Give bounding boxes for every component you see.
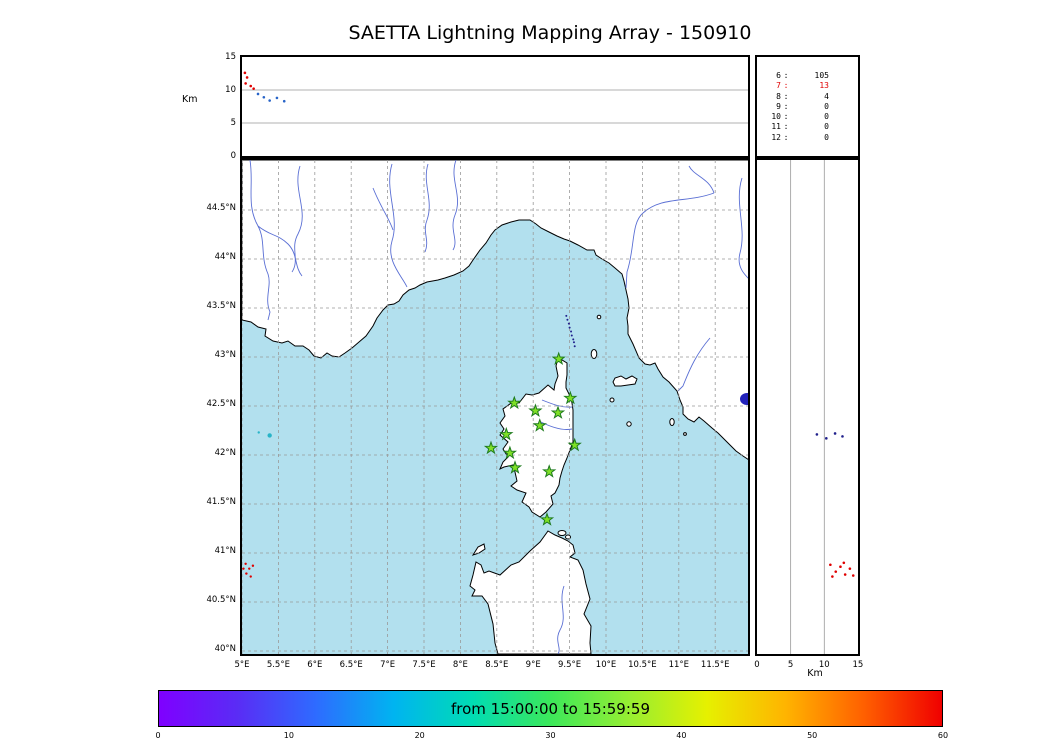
colorbar-label: from 15:00:00 to 15:59:59 xyxy=(450,699,650,718)
altitude-vs-longitude-panel xyxy=(240,55,750,158)
colorbar-tick-50: 50 xyxy=(807,731,818,740)
plot-title: SAETTA Lightning Mapping Array - 150910 xyxy=(348,22,752,44)
station-count-row-10: 10:0 xyxy=(771,112,829,122)
lon-tick-8°E: 8°E xyxy=(452,660,468,670)
lat-tick-42.5°N: 42.5°N xyxy=(206,398,236,409)
lightning-source-points xyxy=(242,314,576,578)
time-colorbar: from 15:00:00 to 15:59:59 xyxy=(158,690,943,727)
right-axis-unit-label: Km xyxy=(807,668,823,679)
altitude-panel-canvas xyxy=(242,71,748,124)
lon-tick-5°E: 5°E xyxy=(234,660,250,670)
lma-station-markers xyxy=(483,351,582,526)
land-masses xyxy=(242,160,748,654)
lon-tick-9.5°E: 9.5°E xyxy=(558,660,582,670)
right-xtick-5: 5 xyxy=(787,660,794,670)
lon-tick-10.5°E: 10.5°E xyxy=(628,660,657,670)
lat-tick-43°N: 43°N xyxy=(214,349,236,360)
lma-station-star-9 xyxy=(567,437,582,452)
alt-ytick-15: 15 xyxy=(225,52,236,62)
lat-tick-44°N: 44°N xyxy=(214,251,236,262)
right-xtick-0: 0 xyxy=(754,660,760,670)
map-canvas xyxy=(242,160,748,654)
lma-station-star-2 xyxy=(507,395,522,410)
lma-station-star-6 xyxy=(532,418,548,432)
island-maddalena xyxy=(557,530,567,536)
station-stats-panel: 6:105 7:13 8:4 9:0 10:0 11:0 12:0 xyxy=(755,55,860,158)
lma-station-star-3 xyxy=(528,403,543,418)
lma-station-star-11 xyxy=(507,460,523,474)
lat-tick-44.5°N: 44.5°N xyxy=(206,202,236,213)
lma-station-star-10 xyxy=(502,445,518,460)
lat-tick-41°N: 41°N xyxy=(214,545,236,556)
lon-tick-6°E: 6°E xyxy=(307,660,323,670)
altitude-vs-latitude-panel xyxy=(755,158,860,656)
station-count-row-6: 6:105 xyxy=(776,71,829,80)
rivers xyxy=(249,160,748,654)
lon-tick-11°E: 11°E xyxy=(668,660,690,670)
lon-tick-10°E: 10°E xyxy=(595,660,617,670)
colorbar-tick-0: 0 xyxy=(155,731,161,740)
island-pianosa xyxy=(609,397,615,403)
station-count-row-11: 11:0 xyxy=(771,122,829,132)
right-xtick-15: 15 xyxy=(852,660,864,670)
island-montecristo xyxy=(626,421,632,427)
altitude-lat-canvas xyxy=(790,160,855,654)
lon-tick-7°E: 7°E xyxy=(380,660,396,670)
station-stats-rows: 6:105 7:13 8:4 9:0 10:0 11:0 12:0 xyxy=(757,57,858,143)
lma-station-star-1 xyxy=(551,351,566,366)
lon-tick-11.5°E: 11.5°E xyxy=(700,660,730,670)
station-count-row-7: 7:13 xyxy=(776,81,829,91)
lon-tick-5.5°E: 5.5°E xyxy=(266,660,290,670)
station-count-row-8: 8:4 xyxy=(776,91,829,101)
lon-tick-8.5°E: 8.5°E xyxy=(485,660,509,670)
alt-ytick-10: 10 xyxy=(225,85,236,95)
lake-bolsena xyxy=(740,393,748,405)
colorbar-tick-60: 60 xyxy=(937,731,949,740)
lat-tick-41.5°N: 41.5°N xyxy=(206,496,236,507)
map-panel xyxy=(240,158,750,656)
lma-station-star-5 xyxy=(563,390,578,405)
island-capraia xyxy=(590,349,598,359)
map-graticule xyxy=(242,160,748,654)
lat-tick-40.5°N: 40.5°N xyxy=(206,594,236,605)
colorbar-tick-10: 10 xyxy=(283,731,294,740)
coastline-sardinia xyxy=(469,530,592,654)
lma-station-star-4 xyxy=(550,405,566,419)
altitude-axis-unit-label: Km xyxy=(182,94,198,105)
lma-station-star-8 xyxy=(483,440,499,455)
station-count-row-9: 9:0 xyxy=(776,101,829,111)
island-giglio xyxy=(669,418,675,426)
lma-station-star-13 xyxy=(539,512,555,526)
colorbar-tick-30: 30 xyxy=(545,731,556,740)
colorbar-tick-20: 20 xyxy=(414,731,425,740)
right-xtick-10: 10 xyxy=(818,660,830,670)
lon-tick-6.5°E: 6.5°E xyxy=(339,660,363,670)
island-gorgona xyxy=(596,314,602,320)
lma-station-star-12 xyxy=(542,464,557,478)
station-count-row-12: 12:0 xyxy=(771,132,829,142)
lon-tick-7.5°E: 7.5°E xyxy=(412,660,436,670)
lat-tick-43.5°N: 43.5°N xyxy=(206,300,236,311)
lat-tick-40°N: 40°N xyxy=(214,643,236,654)
alt-ytick-5: 5 xyxy=(230,118,236,128)
lon-tick-9°E: 9°E xyxy=(525,660,541,670)
colorbar-tick-40: 40 xyxy=(676,731,687,740)
lma-station-star-7 xyxy=(499,426,514,441)
alt-ytick-0: 0 xyxy=(230,151,236,161)
island-elba xyxy=(612,375,638,387)
lat-tick-42°N: 42°N xyxy=(214,447,236,458)
island-giannutri xyxy=(683,432,687,436)
